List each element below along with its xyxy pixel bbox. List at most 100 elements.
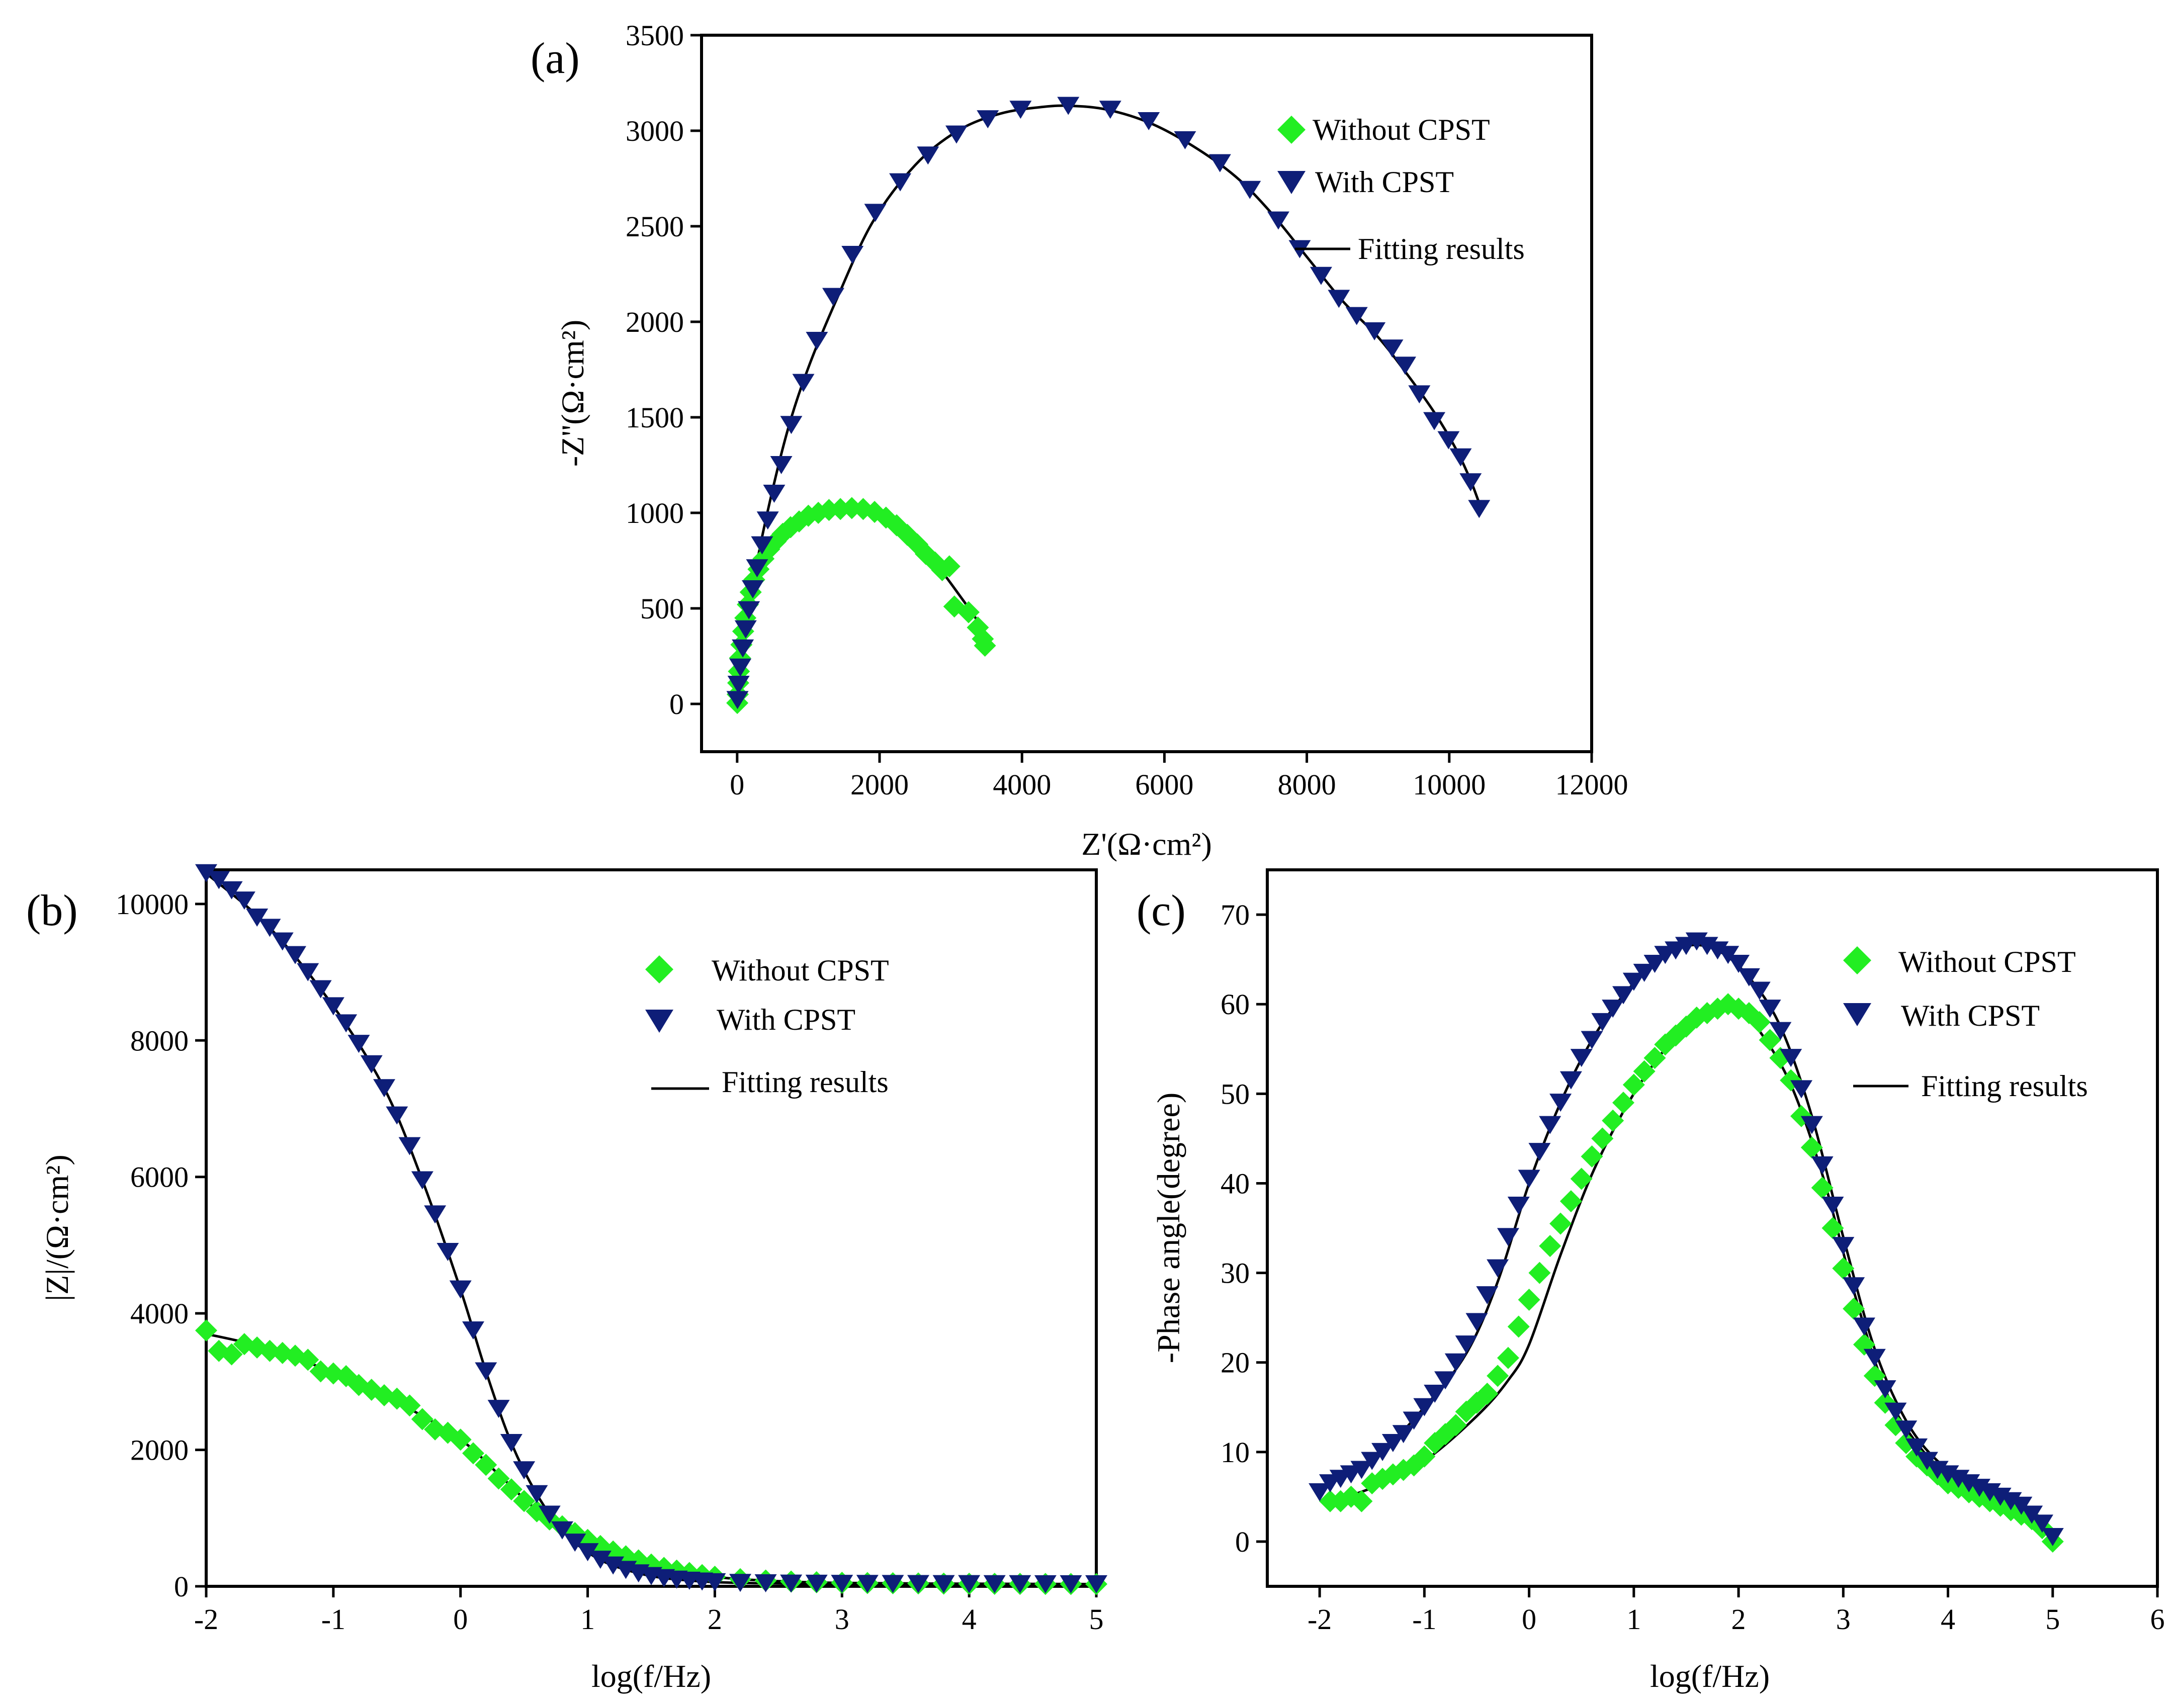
panel-c-y-tick-label: 40 (1221, 1167, 1250, 1200)
panel-c-point-with (1487, 1259, 1509, 1278)
panel-b-point-without (411, 1408, 433, 1430)
panel-c-point-without (1518, 1289, 1540, 1311)
panel-c-point-with (2041, 1528, 2064, 1547)
panel-a-point-with (738, 601, 760, 619)
panel-c-legend-with-marker (1843, 1003, 1871, 1026)
panel-a-point-with (1310, 266, 1332, 285)
panel-b-point-with (195, 864, 217, 882)
panel-c-point-without (1559, 1190, 1582, 1213)
panel-a-point-with (727, 676, 750, 694)
panel-c-point-with (1843, 1277, 1865, 1296)
panel-c-legend-fit-label: Fitting results (1921, 1069, 2088, 1103)
panel-a-point-with (864, 204, 887, 222)
panel-a-point-with (1267, 211, 1289, 230)
panel-c-point-without (1581, 1145, 1603, 1167)
panel-c-point-with (1309, 1483, 1331, 1501)
panel-b-point-with (398, 1137, 421, 1155)
panel-c-point-without (1811, 1177, 1834, 1199)
panel-c-x-ticks: -2 -1 0 1 2 3 4 5 6 (1308, 1586, 2165, 1636)
panel-b-point-with (704, 1573, 726, 1591)
panel-c-point-with (1528, 1143, 1551, 1161)
panel-c-point-with (1591, 1013, 1614, 1031)
panel-c-y-tick-label: 20 (1221, 1346, 1250, 1379)
panel-a-point-with (1057, 97, 1080, 115)
panel-c-point-without (1633, 1060, 1656, 1083)
panel-a-y-axis-title: -Z''(Ω·cm²) (555, 320, 590, 467)
panel-b-point-with (907, 1575, 929, 1593)
panel-c-point-without (1507, 1315, 1530, 1338)
panel-b-point-without (449, 1428, 472, 1451)
panel-b-point-with (424, 1205, 447, 1224)
panel-c-point-with (1790, 1080, 1812, 1099)
panel-b-point-with (958, 1575, 981, 1593)
panel-b-point-without (462, 1442, 484, 1465)
panel-b-point-with (246, 909, 269, 927)
panel-b-x-tick-label: 2 (708, 1603, 722, 1636)
panel-c-x-tick-label: 1 (1626, 1603, 1641, 1636)
panel-b-point-with (348, 1035, 370, 1053)
panel-c-point-without (1748, 1011, 1771, 1033)
panel-b-point-with (729, 1574, 751, 1592)
panel-c-x-tick-label: 5 (2045, 1603, 2060, 1636)
panel-c-x-tick-label: 3 (1836, 1603, 1851, 1636)
panel-a-data-points (726, 97, 1491, 714)
panel-a-point-with (977, 110, 999, 129)
panel-c-point-without (1497, 1346, 1519, 1369)
panel-a-legend-without-label: Without CPST (1313, 113, 1490, 146)
panel-c-legend: Without CPST With CPST Fitting results (1843, 945, 2088, 1103)
panel-b-point-with (754, 1574, 777, 1593)
panel-c-point-with (1800, 1116, 1823, 1134)
panel-c-point-without (1622, 1073, 1645, 1096)
panel-b-x-tick-label: -1 (321, 1603, 345, 1636)
panel-b-x-tick-label: 3 (835, 1603, 849, 1636)
panel-a-point-without (958, 601, 980, 623)
panel-a-point-with (770, 456, 793, 474)
panel-c-point-with (1769, 1022, 1792, 1040)
panel-b-point-without (475, 1454, 497, 1476)
panel-a-point-with (746, 559, 768, 578)
panel-c-point-with (1455, 1335, 1478, 1354)
panel-c-point-with (1811, 1156, 1834, 1175)
panel-a-y-tick-label: 3000 (626, 115, 684, 147)
panel-b-x-tick-label: 5 (1089, 1603, 1104, 1636)
panel-c-y-ticks: 0 10 20 30 40 50 60 70 (1221, 898, 1267, 1558)
panel-c-y-tick-label: 0 (1235, 1525, 1250, 1558)
panel-c-point-without (1832, 1257, 1855, 1280)
panel-c-point-without (1800, 1136, 1823, 1159)
panel-a-point-with (1208, 154, 1231, 172)
panel-a-point-with (945, 125, 968, 144)
panel-c-y-tick-label: 50 (1221, 1077, 1250, 1110)
panel-b-point-with (360, 1055, 383, 1073)
panel-b-point-without (195, 1319, 217, 1342)
panel-b-point-with (831, 1575, 853, 1593)
panel-a-y-tick-label: 1500 (626, 401, 684, 434)
panel-b-point-with (1085, 1575, 1107, 1593)
panel-b-point-with (1009, 1575, 1031, 1593)
panel-a-point-with (1381, 339, 1404, 358)
panel-b-legend-without-marker (645, 955, 673, 983)
panel-b-plot-frame (205, 868, 1098, 1588)
panel-b-point-with (437, 1243, 459, 1261)
panel-a-point-with (1363, 322, 1386, 340)
panel-b-y-tick-label: 2000 (130, 1434, 189, 1467)
panel-a-y-tick-label: 3500 (626, 19, 684, 52)
panel-c-point-with (1633, 963, 1656, 982)
panel-b-point-with (526, 1485, 548, 1503)
panel-a-y-tick-label: 1000 (626, 497, 684, 529)
panel-b-point-with (1060, 1575, 1082, 1593)
panel-b-point-without (487, 1467, 510, 1490)
panel-c-point-with (1863, 1349, 1886, 1367)
panel-a-point-with (1468, 500, 1491, 518)
panel-c-point-without (1350, 1490, 1373, 1512)
panel-a-point-with (734, 620, 757, 639)
panel-a-point-with (1345, 307, 1368, 325)
panel-b-point-with (309, 980, 332, 999)
panel-b-x-axis-title: log(f/Hz) (591, 1658, 711, 1694)
panel-a-point-with (1394, 356, 1417, 375)
panel-b-point-with (500, 1434, 523, 1452)
panel-c-point-with (1832, 1237, 1855, 1255)
panel-c-point-with (1476, 1286, 1499, 1305)
panel-b-point-with (258, 919, 281, 937)
